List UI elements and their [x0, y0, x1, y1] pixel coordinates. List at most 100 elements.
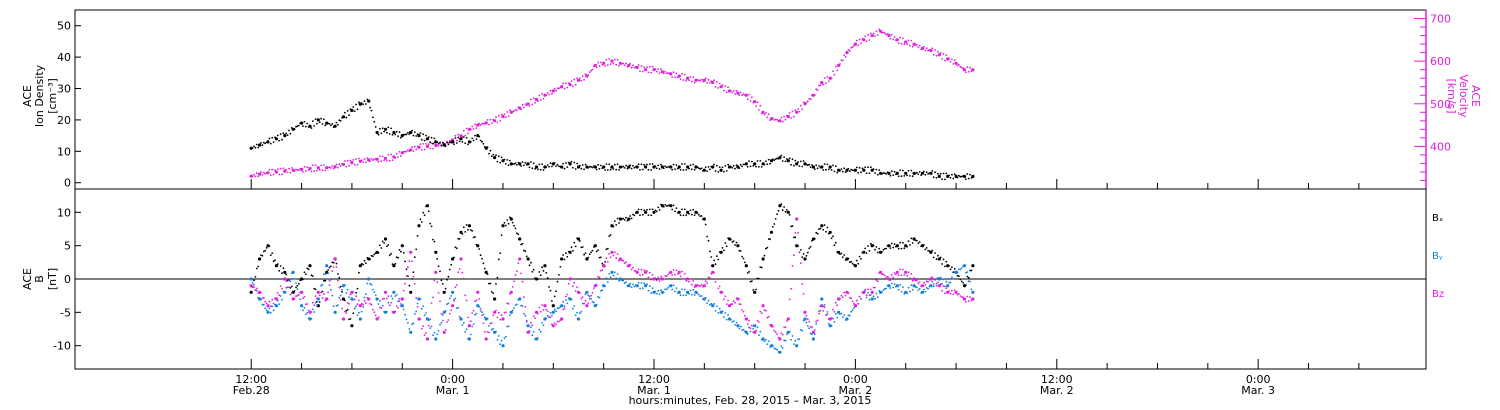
density-fill-point	[538, 163, 541, 166]
bz-fill-point	[408, 260, 411, 263]
velocity-fill-point	[683, 73, 686, 76]
bx-fill-point	[465, 224, 468, 226]
by-fill-point	[509, 314, 511, 316]
by-fill-point	[932, 285, 935, 288]
bx-fill-point	[362, 263, 364, 266]
bz-fill-point	[532, 315, 535, 318]
bx-fill-point	[616, 217, 619, 220]
velocity-fill-point	[377, 160, 380, 163]
by-point	[837, 310, 841, 314]
bz-fill-point	[290, 292, 293, 295]
velocity-fill-point	[479, 124, 482, 126]
bx-fill-point	[472, 236, 475, 239]
density-fill-point	[597, 163, 599, 166]
velocity-fill-point	[555, 89, 557, 92]
density-fill-point	[741, 165, 743, 168]
bz-fill-point	[925, 280, 928, 283]
velocity-fill-point	[931, 47, 934, 50]
bx-fill-point	[700, 215, 703, 217]
velocity-fill-point	[281, 173, 283, 176]
velocity-fill-point	[598, 65, 601, 68]
bz-fill-point	[890, 273, 893, 276]
by-fill-point	[551, 314, 553, 317]
density-fill-point	[643, 163, 646, 166]
by-fill-point	[893, 283, 896, 286]
x-tick-label-time: 0:00	[843, 373, 868, 386]
bz-fill-point	[855, 299, 858, 302]
bx-fill-point	[394, 262, 397, 265]
bx-fill-point	[688, 213, 690, 215]
bz-fill-point	[662, 278, 665, 280]
bz-fill-point	[310, 311, 313, 313]
bz-fill-point	[432, 296, 434, 299]
bz-point	[300, 290, 304, 294]
bz-fill-point	[358, 299, 360, 302]
velocity-fill-point	[867, 33, 869, 36]
by-fill-point	[377, 303, 380, 305]
bx-fill-point	[293, 290, 296, 292]
bz-fill-point	[696, 284, 699, 287]
bz-fill-point	[783, 326, 785, 328]
velocity-fill-point	[261, 174, 264, 176]
by-fill-point	[868, 298, 871, 301]
bz-point	[660, 277, 665, 281]
density-fill-point	[591, 166, 594, 169]
bz-fill-point	[453, 299, 455, 302]
density-ytick-label: 40	[57, 51, 71, 64]
density-fill-point	[865, 172, 868, 175]
velocity-fill-point	[776, 118, 778, 121]
by-fill-point	[507, 325, 510, 327]
bx-fill-point	[453, 256, 455, 259]
bz-fill-point	[500, 314, 503, 316]
by-fill-point	[853, 307, 855, 309]
velocity-fill-point	[630, 66, 633, 69]
velocity-fill-point	[780, 116, 783, 119]
bz-point	[341, 317, 346, 321]
bx-fill-point	[683, 208, 686, 211]
velocity-fill-point	[818, 84, 820, 87]
bz-point	[283, 277, 287, 281]
by-fill-point	[788, 330, 791, 333]
density-fill-point	[381, 127, 384, 130]
bx-fill-point	[355, 291, 357, 294]
velocity-fill-point	[890, 34, 893, 36]
bx-fill-point	[890, 242, 893, 245]
bx-fill-point	[924, 248, 927, 251]
bz-point	[459, 257, 463, 261]
density-fill-point	[447, 143, 450, 146]
bz-fill-point	[398, 300, 401, 302]
by-fill-point	[436, 333, 439, 336]
density-fill-point	[725, 170, 728, 172]
density-fill-point	[574, 168, 577, 170]
velocity-fill-point	[731, 91, 734, 94]
bz-fill-point	[528, 331, 531, 333]
velocity-fill-point	[327, 166, 329, 169]
velocity-fill-point	[257, 175, 260, 178]
bz-fill-point	[439, 300, 441, 303]
velocity-fill-point	[562, 82, 564, 85]
bx-fill-point	[681, 208, 683, 211]
bz-fill-point	[356, 303, 359, 306]
density-point	[828, 165, 832, 169]
density-fill-point	[479, 139, 482, 142]
density-fill-point	[637, 163, 640, 166]
bx-fill-point	[551, 300, 553, 302]
by-fill-point	[734, 324, 736, 326]
bx-fill-point	[413, 256, 416, 259]
bx-fill-point	[650, 214, 653, 217]
bz-fill-point	[674, 273, 676, 276]
bz-fill-point	[727, 299, 729, 302]
by-fill-point	[942, 278, 945, 281]
bz-fill-point	[910, 273, 913, 275]
bz-fill-point	[372, 308, 374, 311]
density-fill-point	[727, 163, 729, 166]
by-fill-point	[639, 287, 641, 290]
by-fill-point	[700, 295, 703, 297]
bx-fill-point	[304, 273, 307, 276]
bz-fill-point	[436, 281, 439, 283]
bx-fill-point	[306, 267, 309, 270]
bz-fill-point	[850, 297, 853, 300]
velocity-fill-point	[843, 54, 846, 56]
bz-point	[744, 317, 748, 321]
velocity-fill-point	[538, 94, 541, 97]
